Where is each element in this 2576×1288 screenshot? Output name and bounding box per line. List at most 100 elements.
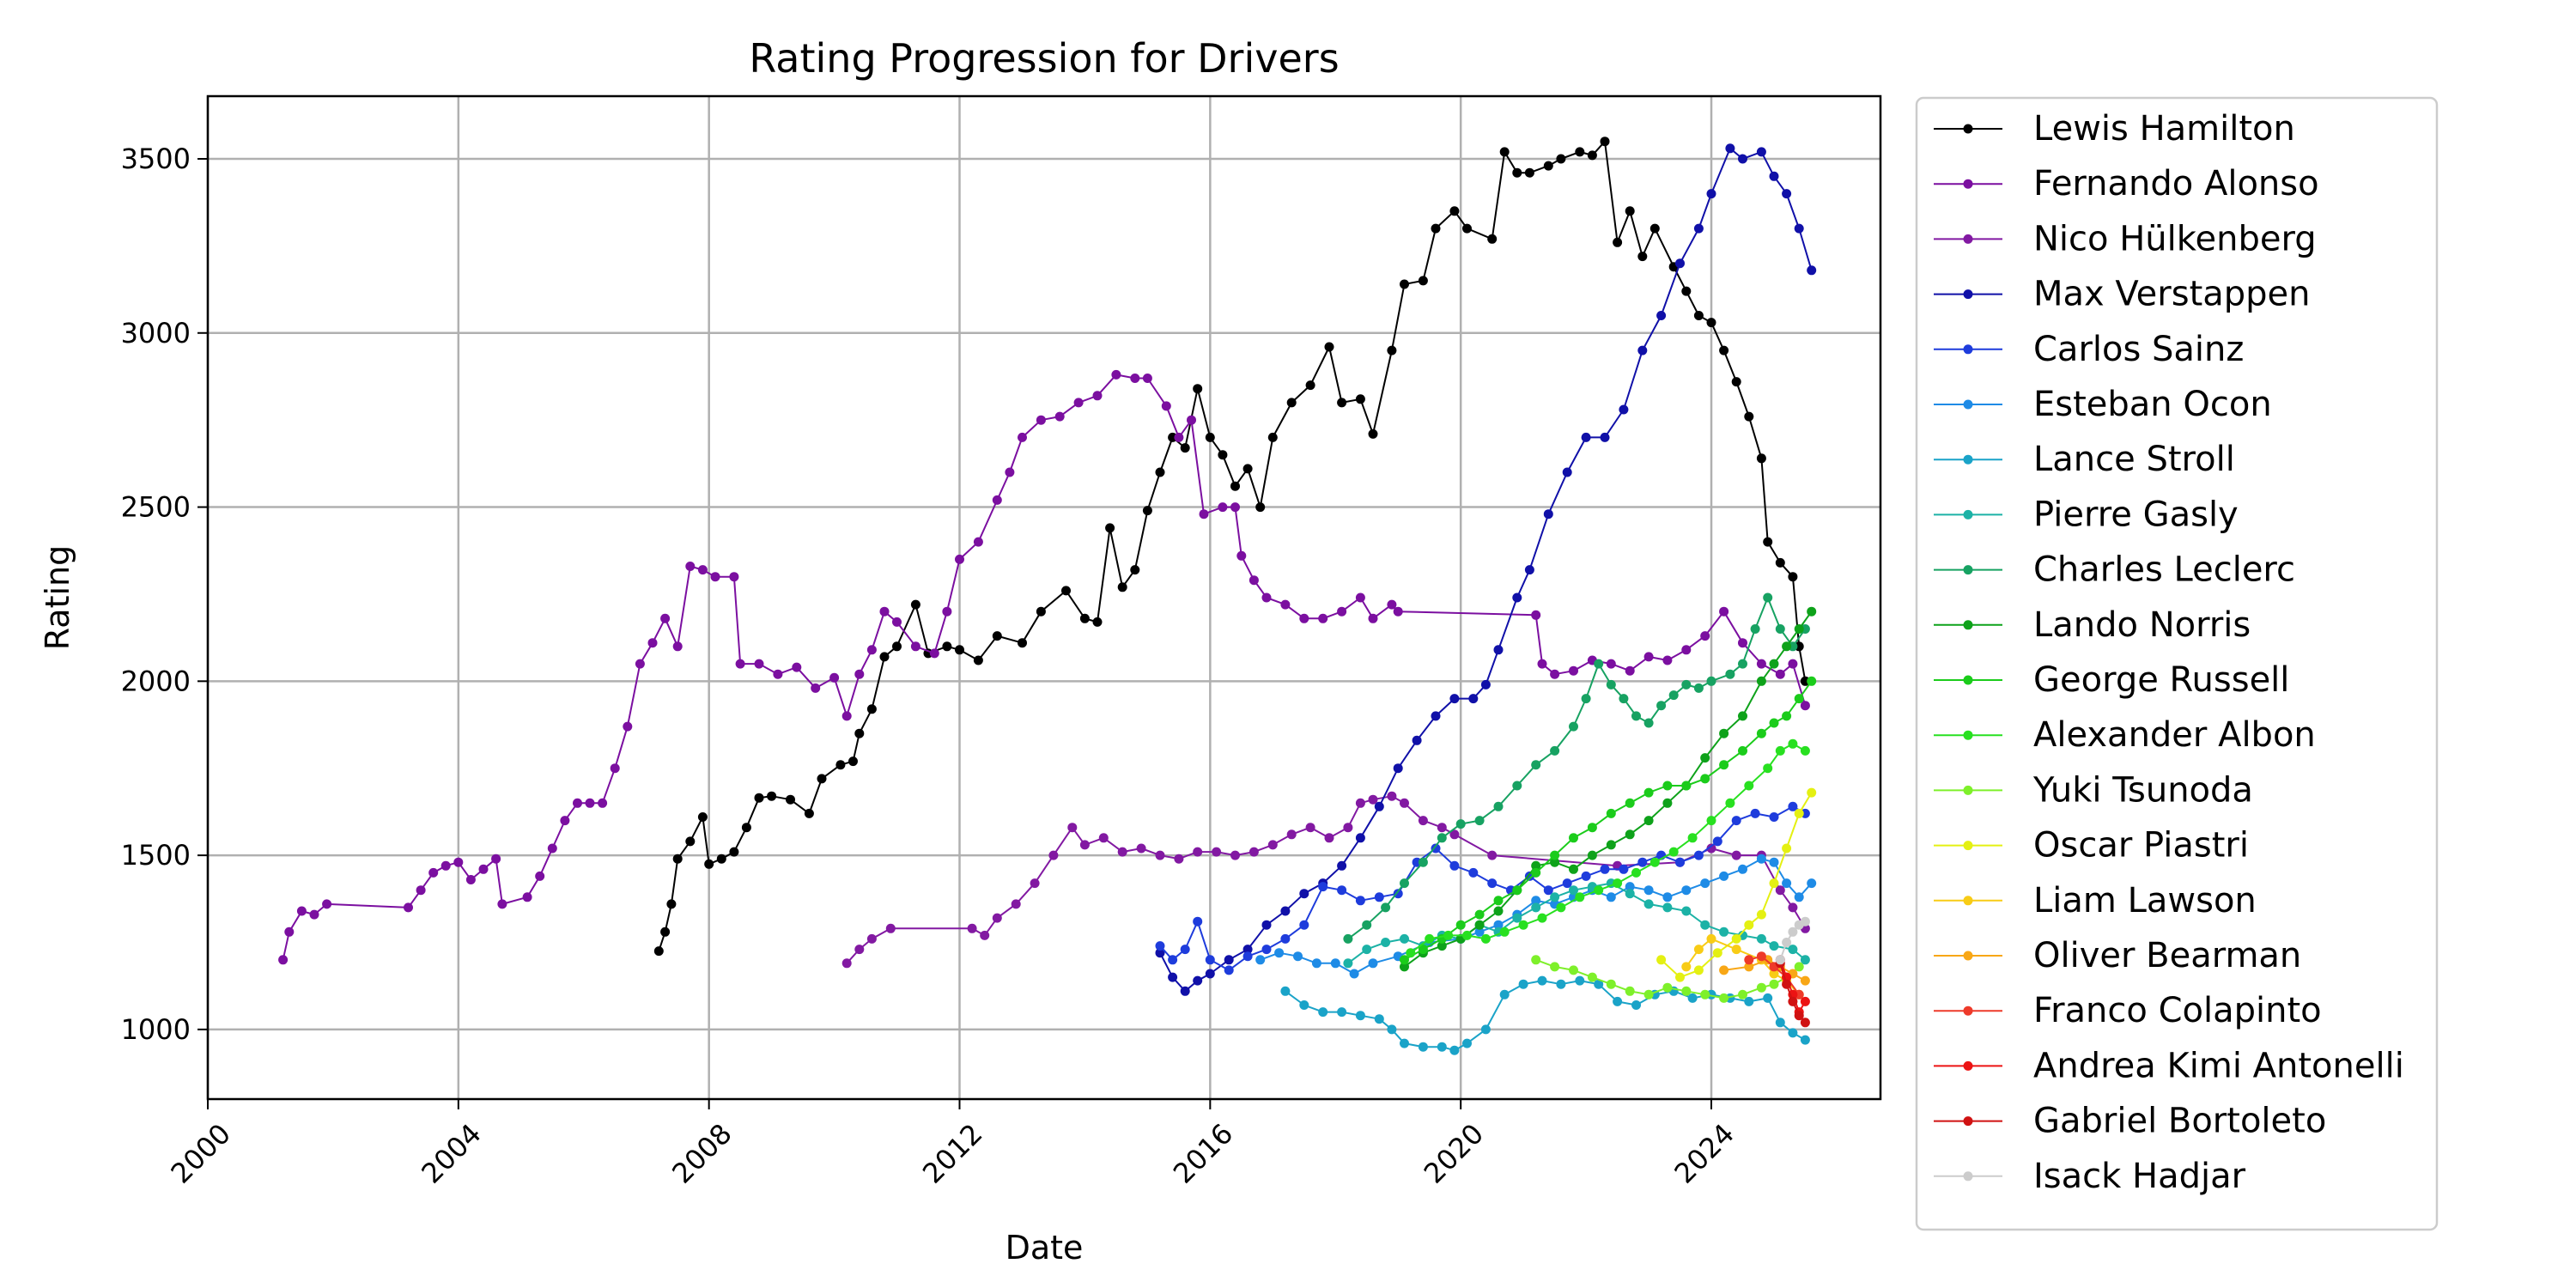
data-point <box>610 763 620 774</box>
data-point <box>1374 892 1384 902</box>
data-point <box>1625 829 1635 840</box>
data-point <box>1782 711 1792 721</box>
data-point <box>1619 864 1629 874</box>
data-point <box>1556 902 1566 913</box>
legend-label: Oliver Bearman <box>2033 936 2301 975</box>
data-point <box>754 793 764 803</box>
series-lines <box>278 137 1817 1055</box>
data-point <box>1731 850 1741 860</box>
data-point <box>1242 464 1253 474</box>
data-point <box>1330 958 1340 969</box>
data-point <box>547 843 557 854</box>
data-point <box>1531 610 1541 620</box>
data-point <box>1619 404 1629 415</box>
plot-frame <box>206 94 1882 1101</box>
data-point <box>754 659 764 669</box>
data-point <box>1575 892 1585 902</box>
data-point <box>1249 575 1259 586</box>
data-point <box>992 631 1002 641</box>
data-point <box>653 946 664 957</box>
data-point <box>1725 669 1735 679</box>
data-point <box>1286 829 1297 840</box>
data-point <box>465 875 476 884</box>
data-point <box>1267 840 1278 850</box>
data-point <box>1719 927 1729 937</box>
legend-label: Andrea Kimi Antonelli <box>2033 1046 2404 1085</box>
data-point <box>1800 1035 1810 1045</box>
data-point <box>1117 582 1127 592</box>
data-point <box>1687 993 1698 1003</box>
data-point <box>1387 791 1397 801</box>
data-point <box>1480 1024 1491 1035</box>
data-point <box>1775 1018 1785 1028</box>
data-point <box>1800 701 1810 711</box>
series-max-verstappen <box>1155 143 1817 996</box>
data-point <box>1643 787 1654 798</box>
data-point <box>1324 833 1334 843</box>
data-point <box>1205 432 1215 442</box>
data-point <box>1180 945 1190 955</box>
data-point <box>1763 763 1773 774</box>
data-point <box>1130 565 1140 575</box>
data-point <box>1230 502 1240 513</box>
data-point <box>1725 143 1735 154</box>
data-point <box>309 909 319 920</box>
data-point <box>1299 889 1309 899</box>
data-point <box>1474 909 1485 920</box>
data-point <box>1769 941 1779 951</box>
data-point <box>598 798 608 808</box>
data-point <box>1387 1024 1397 1035</box>
data-point <box>1418 816 1428 826</box>
data-point <box>1756 909 1766 920</box>
data-point <box>1018 432 1027 442</box>
data-point <box>1700 631 1710 641</box>
data-point <box>1719 965 1729 975</box>
legend-marker <box>1963 344 1973 355</box>
data-point <box>1587 972 1597 982</box>
legend-marker <box>1963 1005 1973 1016</box>
data-point <box>1569 965 1578 975</box>
data-point <box>1562 467 1572 477</box>
data-point <box>1531 955 1541 965</box>
data-point <box>1343 958 1353 969</box>
data-point <box>660 613 671 623</box>
data-point <box>1681 645 1692 655</box>
data-point <box>1807 676 1817 686</box>
legend-marker <box>1963 565 1973 575</box>
data-point <box>1079 613 1090 623</box>
data-point <box>773 669 783 679</box>
legend-label: Alexander Albon <box>2033 715 2316 755</box>
data-point <box>1518 920 1528 930</box>
data-point <box>1681 286 1692 296</box>
legend-marker <box>1963 620 1973 630</box>
legend-entry: Esteban Ocon <box>1934 385 2272 424</box>
y-tick-label: 2000 <box>121 665 191 697</box>
data-point <box>1355 1011 1365 1021</box>
data-point <box>585 798 595 808</box>
data-point <box>1493 906 1504 916</box>
data-point <box>1512 781 1522 791</box>
data-point <box>1368 794 1378 805</box>
data-point <box>1061 586 1071 596</box>
data-point <box>1668 847 1679 857</box>
data-point <box>1693 311 1704 320</box>
data-point <box>1738 989 1747 999</box>
data-point <box>1744 920 1754 930</box>
data-point <box>635 659 645 669</box>
data-point <box>1643 816 1654 826</box>
data-point <box>1693 223 1704 234</box>
data-point <box>1656 701 1667 711</box>
data-point <box>1675 857 1685 867</box>
legend-marker <box>1963 234 1973 244</box>
data-point <box>1662 655 1673 665</box>
data-point <box>1193 384 1203 394</box>
data-point <box>1613 996 1623 1006</box>
data-point <box>1775 624 1785 634</box>
data-point <box>1606 808 1616 818</box>
data-point <box>1393 889 1403 899</box>
data-point <box>1449 1045 1460 1055</box>
data-point <box>1468 694 1479 704</box>
data-point <box>1199 509 1209 519</box>
data-point <box>1706 843 1716 854</box>
data-point <box>910 641 920 652</box>
